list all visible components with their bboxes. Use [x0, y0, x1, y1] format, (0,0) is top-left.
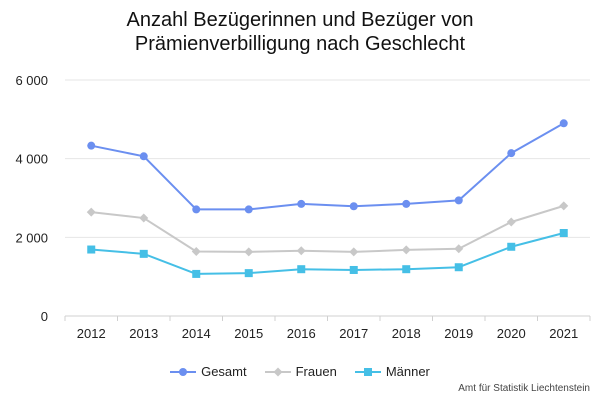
- data-point[interactable]: [192, 269, 201, 278]
- x-tick-label: 2013: [129, 326, 158, 341]
- y-tick-label: 0: [41, 309, 48, 324]
- chart-title-line-1: Anzahl Bezügerinnen und Bezüger von: [126, 9, 474, 31]
- data-point[interactable]: [297, 199, 306, 208]
- data-point[interactable]: [192, 205, 201, 214]
- series-gesamt: [87, 119, 568, 214]
- series-layer: [86, 119, 569, 278]
- data-point[interactable]: [139, 213, 149, 223]
- grid-lines: [65, 79, 590, 317]
- data-point[interactable]: [401, 245, 411, 255]
- data-point[interactable]: [273, 367, 283, 376]
- x-axis: 2012 2013 2014 2015 2016 2017 2018 2019 2020 2021: [64, 316, 591, 341]
- x-tick-label: 2014: [182, 326, 211, 341]
- chart-title: Anzahl Bezügerinnen und Bezüger von Präm…: [0, 8, 600, 56]
- data-point[interactable]: [244, 269, 253, 278]
- data-point[interactable]: [507, 149, 516, 158]
- data-point[interactable]: [87, 245, 96, 254]
- data-point[interactable]: [559, 201, 569, 211]
- series-line: [91, 122, 565, 211]
- data-point[interactable]: [363, 367, 372, 376]
- legend-label: Frauen: [295, 364, 337, 379]
- data-point[interactable]: [244, 247, 254, 257]
- data-point[interactable]: [139, 249, 148, 258]
- legend-swatch: [170, 367, 197, 376]
- data-point[interactable]: [179, 367, 188, 376]
- data-point[interactable]: [454, 263, 463, 272]
- legend-item-männer[interactable]: Männer: [354, 364, 430, 379]
- data-point[interactable]: [559, 229, 568, 238]
- data-point[interactable]: [349, 247, 359, 257]
- legend-label: Männer: [385, 364, 430, 379]
- data-point[interactable]: [402, 199, 411, 208]
- x-tick-label: 2018: [392, 326, 421, 341]
- x-tick-label: 2019: [444, 326, 473, 341]
- x-tick-label: 2021: [549, 326, 578, 341]
- data-point[interactable]: [559, 119, 568, 128]
- data-point[interactable]: [349, 202, 358, 211]
- data-point[interactable]: [349, 265, 358, 274]
- series-männer: [87, 229, 568, 278]
- data-point[interactable]: [191, 246, 201, 256]
- y-tick-label: 6 000: [15, 73, 48, 88]
- series-line: [91, 204, 565, 253]
- series-line: [91, 232, 565, 275]
- x-tick-label: 2017: [339, 326, 368, 341]
- legend-label: Gesamt: [201, 364, 247, 379]
- data-point[interactable]: [454, 244, 464, 254]
- data-point[interactable]: [87, 141, 96, 150]
- y-tick-label: 2 000: [15, 230, 48, 245]
- legend-item-gesamt[interactable]: Gesamt: [170, 364, 247, 379]
- x-tick-label: 2012: [77, 326, 106, 341]
- legend: Gesamt Frauen Männer: [0, 364, 600, 381]
- y-axis: 0 2 000 4 000 6 000: [15, 73, 48, 324]
- x-tick-label: 2015: [234, 326, 263, 341]
- chart-title-line-2: Prämienverbilligung nach Geschlecht: [134, 33, 466, 55]
- legend-swatch: [354, 367, 381, 376]
- data-point[interactable]: [86, 207, 96, 217]
- x-tick-label: 2016: [287, 326, 316, 341]
- legend-swatch: [264, 367, 291, 376]
- data-point[interactable]: [507, 242, 516, 251]
- y-tick-label: 4 000: [15, 152, 48, 167]
- data-point[interactable]: [296, 246, 306, 256]
- data-point[interactable]: [454, 196, 463, 205]
- series-frauen: [86, 201, 569, 257]
- data-point[interactable]: [506, 217, 516, 227]
- data-point[interactable]: [297, 265, 306, 274]
- legend-item-frauen[interactable]: Frauen: [264, 364, 337, 379]
- source-credit: Amt für Statistik Liechtenstein: [458, 383, 590, 394]
- data-point[interactable]: [244, 205, 253, 214]
- data-point[interactable]: [402, 265, 411, 274]
- data-point[interactable]: [139, 152, 148, 161]
- x-tick-label: 2020: [497, 326, 526, 341]
